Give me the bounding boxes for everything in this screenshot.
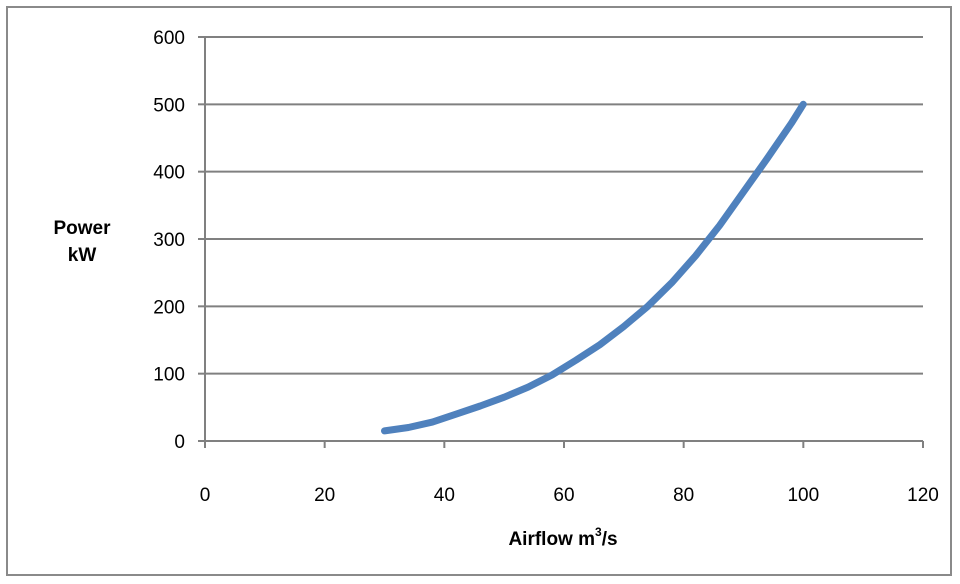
y-tick-label-200: 200: [153, 297, 185, 318]
y-axis-label-line1: Power: [53, 218, 111, 239]
x-tick-label-20: 20: [314, 485, 335, 506]
x-axis-label-suffix: /s: [602, 529, 618, 550]
y-tick-label-0: 0: [174, 432, 185, 453]
x-tick-label-80: 80: [673, 485, 694, 506]
x-tick-label-120: 120: [907, 485, 939, 506]
x-tick-label-60: 60: [553, 485, 574, 506]
x-tick-label-0: 0: [200, 485, 211, 506]
x-axis-label-superscript: 3: [595, 525, 602, 539]
series-layer: [381, 100, 807, 435]
y-tick-label-100: 100: [153, 365, 185, 386]
y-axis-label-line2: kW: [68, 245, 97, 266]
x-axis-label: Airflow m3/s: [508, 525, 617, 550]
y-tick-label-500: 500: [153, 95, 185, 116]
x-tick-label-100: 100: [787, 485, 819, 506]
x-tick-label-40: 40: [434, 485, 455, 506]
y-tick-label-400: 400: [153, 163, 185, 184]
tick-labels: 0 100 200 300 400 500 600 0 20 40 60 80 100 120: [153, 28, 939, 506]
y-tick-label-300: 300: [153, 230, 185, 251]
gridlines: [205, 36, 923, 375]
series-line-0: [381, 100, 807, 435]
chart-frame: [6, 6, 952, 576]
x-axis-label-main: Airflow m: [508, 529, 595, 550]
y-tick-label-600: 600: [153, 28, 185, 49]
axes: [198, 36, 924, 448]
